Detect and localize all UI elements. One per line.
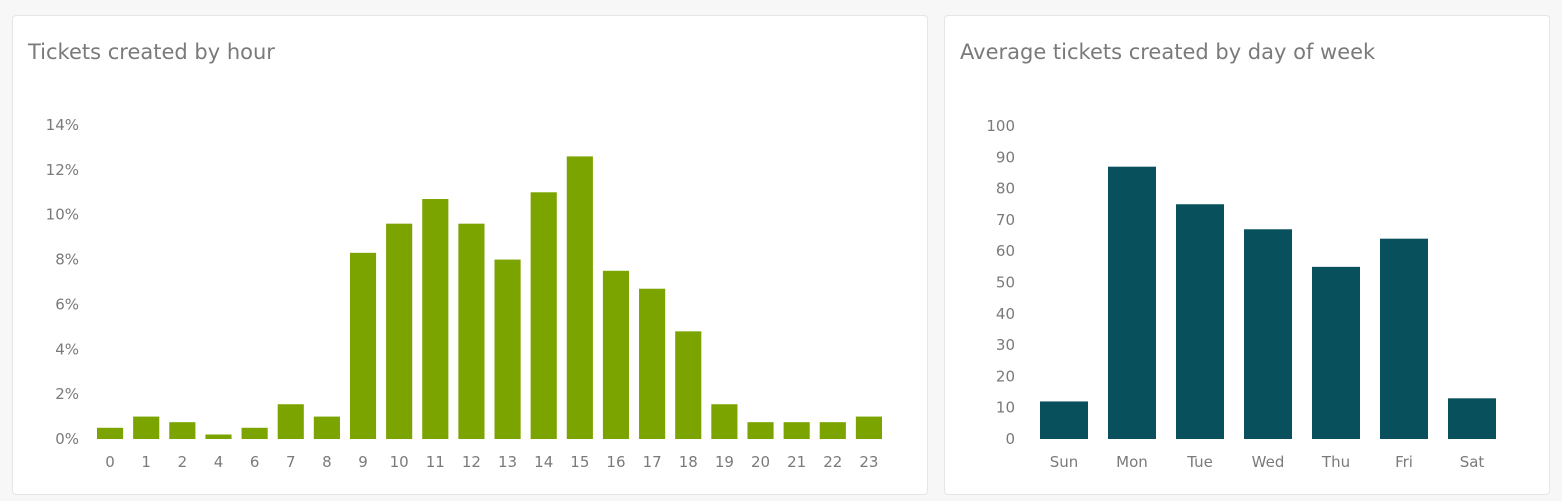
day-bar[interactable] [1312, 266, 1360, 439]
hour-bar[interactable] [205, 434, 232, 439]
hour-bar[interactable] [783, 422, 810, 439]
day-ytick-label: 10 [996, 399, 1015, 417]
hour-xtick-label: 17 [643, 453, 662, 471]
hour-ytick-label: 8% [55, 251, 79, 269]
day-bar[interactable] [1040, 401, 1088, 439]
hour-ytick-label: 12% [46, 161, 79, 179]
hour-bar[interactable] [349, 252, 377, 439]
day-ytick-label: 60 [996, 242, 1015, 260]
day-xtick-label: Tue [1186, 453, 1213, 471]
hour-bar[interactable] [639, 288, 666, 439]
hour-xtick-label: 11 [426, 453, 445, 471]
day-ytick-label: 90 [996, 148, 1015, 166]
hour-bar[interactable] [313, 416, 340, 439]
hour-bar[interactable] [819, 422, 846, 439]
hour-bar[interactable] [530, 192, 557, 439]
day-ytick-label: 50 [996, 274, 1015, 292]
day-xtick-label: Fri [1395, 453, 1413, 471]
hour-bar[interactable] [169, 422, 196, 439]
tickets-by-hour-card: Tickets created by hour 0% 2% 4% 6% 8% 10% 12%… [12, 15, 928, 495]
day-ytick-label: 40 [996, 305, 1015, 323]
day-xtick-label: Wed [1252, 453, 1285, 471]
hour-xtick-label: 12 [462, 453, 481, 471]
tickets-by-day-title: Average tickets created by day of week [960, 40, 1376, 64]
hour-xtick-label: 2 [178, 453, 188, 471]
hour-xtick-label: 20 [751, 453, 770, 471]
hour-ytick-label: 14% [46, 116, 79, 134]
hour-xtick-label: 14 [534, 453, 553, 471]
hour-xtick-label: 22 [823, 453, 842, 471]
day-xtick-label: Sun [1050, 453, 1079, 471]
day-bar[interactable] [1380, 238, 1428, 439]
hour-bar[interactable] [241, 427, 268, 439]
hour-ytick-label: 0% [55, 430, 79, 448]
hour-bar[interactable] [602, 270, 630, 439]
hour-bar[interactable] [566, 156, 593, 439]
day-bar[interactable] [1176, 204, 1224, 439]
hour-xtick-label: 1 [141, 453, 151, 471]
hour-xtick-label: 0 [105, 453, 115, 471]
hour-bar[interactable] [494, 259, 521, 439]
hour-bar[interactable] [747, 422, 774, 439]
day-ytick-label: 70 [996, 211, 1015, 229]
hour-xtick-label: 21 [787, 453, 806, 471]
hour-ytick-label: 6% [55, 295, 79, 313]
day-bar[interactable] [1448, 398, 1496, 439]
day-bar[interactable] [1244, 229, 1292, 439]
tickets-by-day-chart: 0 10 20 30 40 50 60 70 80 90 100 Sun Mon Tue Wed Thu Fri… [986, 117, 1496, 471]
hour-bar[interactable] [97, 427, 124, 439]
hour-bar[interactable] [133, 416, 160, 439]
tickets-by-day-card: Average tickets created by day of week 0… [944, 15, 1550, 495]
hour-ytick-label: 2% [55, 385, 79, 403]
hour-bar[interactable] [711, 404, 738, 439]
tickets-by-hour-chart: 0%2%4%6%8%10%12%14%0 1 2 4 6 7 8 9 10 11 12 13 14 15 1… [46, 116, 882, 471]
day-ytick-label: 0 [1005, 430, 1015, 448]
day-ytick-label: 100 [986, 117, 1015, 135]
hour-xtick-label: 9 [358, 453, 368, 471]
day-xtick-label: Sat [1460, 453, 1485, 471]
hour-bar[interactable] [386, 223, 413, 439]
hour-ytick-label: 4% [55, 340, 79, 358]
hour-bar[interactable] [422, 199, 449, 439]
hour-xtick-label: 23 [859, 453, 878, 471]
day-ytick-label: 20 [996, 367, 1015, 385]
hour-xtick-label: 4 [214, 453, 224, 471]
hour-xtick-label: 6 [250, 453, 260, 471]
hour-xtick-label: 18 [679, 453, 698, 471]
hour-ytick-label: 10% [46, 206, 79, 224]
hour-xtick-label: 16 [606, 453, 625, 471]
hour-xtick-label: 13 [498, 453, 517, 471]
hour-xtick-label: 8 [322, 453, 332, 471]
hour-bar[interactable] [277, 404, 304, 439]
day-xtick-label: Thu [1321, 453, 1350, 471]
hour-bar[interactable] [458, 223, 485, 439]
hour-bar[interactable] [855, 416, 882, 439]
day-bar[interactable] [1108, 166, 1156, 439]
hour-xtick-label: 19 [715, 453, 734, 471]
hour-xtick-label: 7 [286, 453, 296, 471]
day-ytick-label: 30 [996, 336, 1015, 354]
tickets-by-hour-title: Tickets created by hour [28, 40, 275, 64]
hour-xtick-label: 15 [570, 453, 589, 471]
day-xtick-label: Mon [1116, 453, 1148, 471]
hour-bar[interactable] [675, 331, 702, 439]
hour-xtick-label: 10 [390, 453, 409, 471]
day-ytick-label: 80 [996, 180, 1015, 198]
